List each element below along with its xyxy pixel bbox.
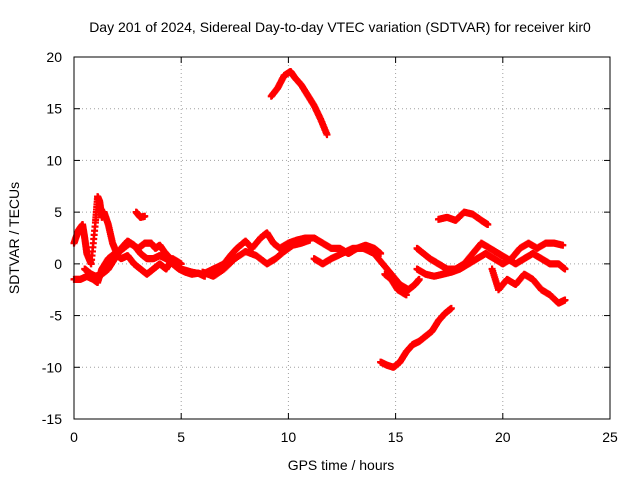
data-point	[415, 275, 423, 283]
y-tick-label: 10	[46, 152, 62, 168]
y-tick-label: 15	[46, 101, 62, 117]
y-tick-label: -10	[42, 359, 62, 375]
grid	[74, 57, 610, 419]
data-point	[447, 304, 455, 312]
series-arc-d	[132, 208, 149, 221]
y-tick-label: -15	[42, 411, 62, 427]
data-point-fill	[89, 239, 97, 247]
data-point-fill	[90, 235, 98, 243]
series-arc-g	[267, 67, 331, 139]
data-point-fill	[90, 231, 98, 239]
series-arc-h	[310, 244, 423, 294]
data-point-fill	[91, 227, 99, 235]
y-tick-label: -5	[50, 308, 63, 324]
data-point-fill	[88, 247, 96, 255]
series-arc-f	[199, 236, 314, 280]
data-markers	[70, 67, 569, 371]
x-tick-label: 0	[70, 429, 78, 445]
data-point-fill	[88, 256, 96, 264]
series-arc-n	[488, 265, 569, 307]
axis-ticks: 0 5 10 15 20 25 -15 -10 -5 0 5 10 15 20	[42, 49, 618, 445]
x-tick-label: 20	[495, 429, 511, 445]
y-tick-label: 5	[54, 204, 62, 220]
data-point	[87, 260, 95, 268]
data-point	[402, 291, 410, 299]
data-point	[377, 250, 385, 258]
data-point	[559, 241, 567, 249]
data-point-fill	[89, 243, 97, 251]
data-point	[177, 260, 185, 268]
data-point	[306, 236, 314, 244]
x-axis-label: GPS time / hours	[288, 457, 395, 473]
data-point	[484, 221, 492, 229]
series-arc-k	[381, 270, 410, 299]
data-point	[141, 212, 149, 220]
series-arc-j	[434, 208, 492, 229]
data-point-fill	[88, 252, 96, 260]
x-tick-label: 5	[177, 429, 185, 445]
x-tick-label: 10	[281, 429, 297, 445]
series-arc-m	[413, 239, 567, 280]
data-point	[323, 131, 331, 139]
y-axis-label: SDTVAR / TECUs	[6, 182, 22, 294]
data-point	[561, 265, 569, 273]
x-tick-label: 15	[388, 429, 404, 445]
data-point	[561, 296, 569, 304]
y-tick-label: 20	[46, 49, 62, 65]
y-tick-label: 0	[54, 256, 62, 272]
chart-title: Day 201 of 2024, Sidereal Day-to-day VTE…	[89, 19, 591, 35]
series-arc-i	[377, 304, 455, 371]
x-tick-label: 25	[602, 429, 618, 445]
data-point-fill	[91, 223, 99, 231]
plot-frame	[73, 56, 611, 420]
